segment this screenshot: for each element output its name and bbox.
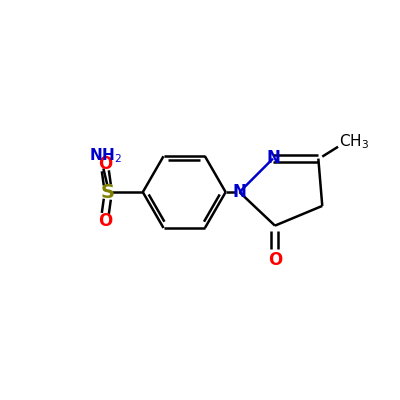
- Text: NH$_2$: NH$_2$: [89, 146, 122, 165]
- Text: N: N: [232, 183, 246, 201]
- Text: O: O: [268, 250, 282, 268]
- Text: O: O: [98, 212, 112, 230]
- Text: O: O: [98, 155, 112, 173]
- Text: N: N: [266, 149, 280, 167]
- Text: CH$_3$: CH$_3$: [339, 132, 369, 151]
- Text: S: S: [100, 183, 114, 202]
